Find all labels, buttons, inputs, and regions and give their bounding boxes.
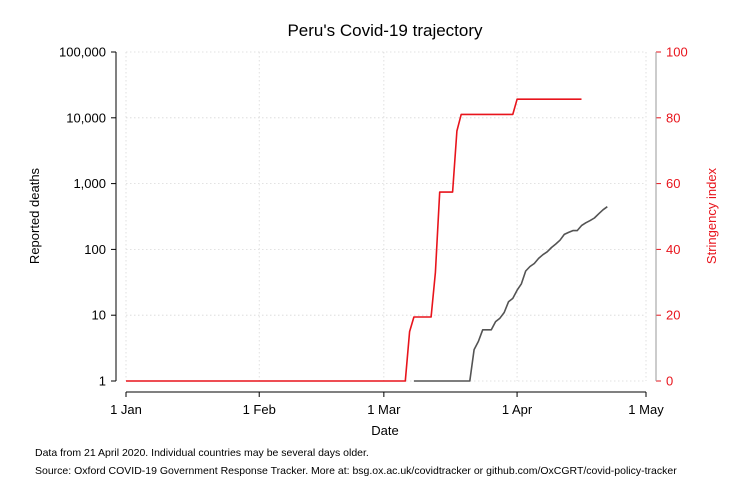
y-left-tick-label: 10,000	[66, 110, 106, 125]
x-tick-label: 1 Jan	[110, 402, 142, 417]
y-left-tick-label: 1	[99, 374, 106, 389]
x-tick-label: 1 May	[628, 402, 664, 417]
y-axis-title-left: Reported deaths	[27, 167, 42, 264]
y-right-tick-label: 80	[666, 110, 680, 125]
x-tick-label: 1 Feb	[243, 402, 276, 417]
y-right-tick-label: 40	[666, 242, 680, 257]
chart-title: Peru's Covid-19 trajectory	[287, 21, 483, 40]
y-left-tick-label: 100,000	[59, 45, 106, 60]
x-tick-label: 1 Apr	[502, 402, 533, 417]
y-axis-title-right: Stringency index	[704, 167, 719, 264]
axes: 1 Jan 1 Feb 1 Mar 1 Apr 1 May 1 10 100 1,000 10,0…	[59, 45, 688, 418]
footnote-data-date: Data from 21 April 2020. Individual coun…	[35, 447, 369, 459]
x-axis-title: Date	[371, 423, 398, 438]
series-lines	[126, 98, 608, 382]
x-tick-label: 1 Mar	[367, 402, 401, 417]
y-right-tick-label: 60	[666, 176, 680, 191]
y-left-tick-label: 1,000	[73, 176, 106, 191]
y-left-tick-label: 100	[84, 242, 106, 257]
y-right-tick-label: 20	[666, 308, 680, 323]
y-left-tick-label: 10	[92, 308, 106, 323]
reported-deaths-line	[413, 206, 608, 382]
grid-lines	[125, 51, 647, 382]
footnote-source: Source: Oxford COVID-19 Government Respo…	[35, 465, 677, 477]
y-right-tick-label: 0	[666, 374, 673, 389]
stringency-index-line	[126, 98, 582, 382]
y-right-tick-label: 100	[666, 45, 688, 60]
